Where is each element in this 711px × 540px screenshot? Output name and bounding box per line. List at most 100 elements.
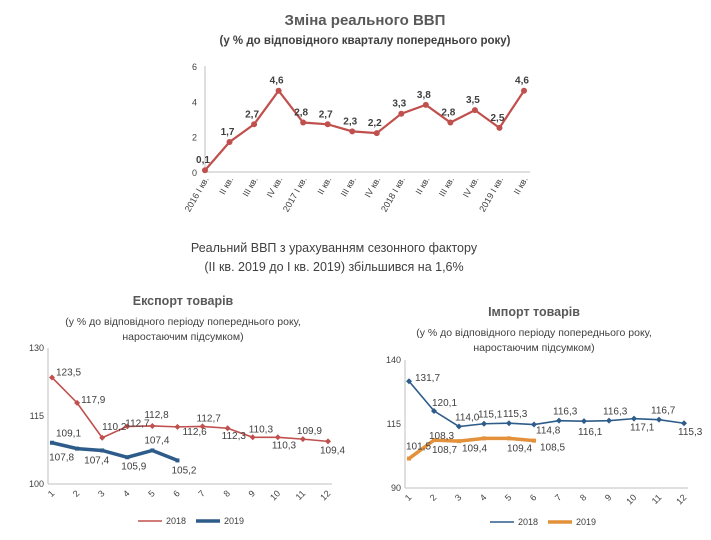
import-x-tick: 9 xyxy=(603,492,614,503)
gdp-title: Зміна реального ВВП xyxy=(285,12,446,29)
export-x-tick: 2 xyxy=(71,488,82,499)
import-data-label-2018: 116,3 xyxy=(603,407,628,418)
import-data-label-2019: 109,4 xyxy=(507,443,532,454)
import-x-tick: 4 xyxy=(478,492,489,503)
import-point-2018 xyxy=(481,420,487,427)
export-point-2018 xyxy=(99,434,106,441)
gdp-x-tick: II кв. xyxy=(315,175,333,196)
export-point-2018 xyxy=(149,422,156,429)
import-point-2018 xyxy=(431,407,437,414)
import-data-label-2019: 108,3 xyxy=(429,431,454,442)
export-point-2018 xyxy=(74,399,81,406)
import-series-line-2019 xyxy=(407,436,535,460)
export-point-2019 xyxy=(50,440,54,445)
import-subtitle-line2: наростаючим підсумком) xyxy=(473,342,594,354)
gdp-x-tick: IV кв. xyxy=(363,175,383,199)
import-series-line-2018 xyxy=(408,380,685,428)
import-data-label-2019: 108,5 xyxy=(540,443,565,454)
gdp-data-label: 2,8 xyxy=(294,108,308,119)
gdp-x-tick: 2018 I кв. xyxy=(379,175,407,214)
gdp-point xyxy=(300,119,307,126)
export-subtitle-line2: наростаючим підсумком) xyxy=(122,331,243,343)
export-x-tick: 8 xyxy=(221,488,232,499)
gdp-note-line2: (ІІ кв. 2019 до І кв. 2019) збільшився н… xyxy=(204,260,463,274)
export-point-2018 xyxy=(224,425,231,432)
export-point-2018 xyxy=(199,423,206,430)
gdp-point xyxy=(251,121,258,128)
export-x-tick: 10 xyxy=(268,488,282,502)
export-data-label-2019: 105,2 xyxy=(171,465,196,476)
export-data-label-2018: 112,7 xyxy=(197,413,222,424)
export-data-label-2018: 109,4 xyxy=(320,445,345,456)
export-y-tick: 130 xyxy=(29,343,44,353)
export-data-label-2018: 117,9 xyxy=(81,395,106,406)
import-data-label-2018: 115,1 xyxy=(478,410,503,421)
export-x-tick: 7 xyxy=(196,488,207,499)
export-data-label-2019: 105,9 xyxy=(121,461,146,472)
import-point-2018 xyxy=(506,420,512,427)
import-data-label-2018: 115,3 xyxy=(678,427,703,438)
import-data-label-2018: 117,1 xyxy=(630,423,655,434)
export-legend-label-2019: 2019 xyxy=(224,516,244,526)
gdp-data-label: 1,7 xyxy=(221,127,235,138)
gdp-data-label: 0,1 xyxy=(196,155,210,166)
gdp-x-tick: 2016 I кв. xyxy=(183,175,211,214)
import-point-2018 xyxy=(531,421,537,428)
import-data-label-2018: 131,7 xyxy=(415,373,440,384)
gdp-point xyxy=(324,121,331,128)
gdp-x-tick: 2019 I кв. xyxy=(477,175,505,214)
gdp-series-line xyxy=(204,88,525,171)
import-data-label-2018: 114,8 xyxy=(536,426,561,437)
export-data-label-2019: 107,4 xyxy=(144,435,169,446)
gdp-x-tick: IV кв. xyxy=(265,175,285,199)
gdp-subtitle: (у % до відповідного кварталу попередньо… xyxy=(220,35,511,47)
gdp-x-tick: IV кв. xyxy=(461,175,481,199)
export-y-tick: 115 xyxy=(30,411,44,421)
export-data-label-2018: 110,3 xyxy=(249,424,274,435)
export-x-tick: 1 xyxy=(46,488,57,499)
export-x-tick: 9 xyxy=(247,488,258,499)
gdp-data-label: 2,5 xyxy=(491,113,505,124)
export-point-2018 xyxy=(299,436,306,443)
gdp-data-label: 3,3 xyxy=(392,99,406,110)
import-legend-label-2019: 2019 xyxy=(576,517,596,527)
export-point-2018 xyxy=(325,438,331,445)
export-x-tick: 4 xyxy=(121,488,132,499)
gdp-point xyxy=(496,124,503,131)
export-data-label-2018: 123,5 xyxy=(56,367,81,378)
gdp-y-tick: 0 xyxy=(192,168,197,178)
import-x-tick: 10 xyxy=(624,492,638,506)
import-x-tick: 5 xyxy=(503,492,514,503)
export-data-label-2018: 110,3 xyxy=(272,440,297,451)
gdp-data-label: 2,3 xyxy=(343,116,357,127)
export-point-2018 xyxy=(49,374,55,381)
import-title: Імпорт товарів xyxy=(488,305,580,319)
import-data-label-2018: 115,3 xyxy=(503,409,528,420)
import-data-label-2018: 116,3 xyxy=(553,407,578,418)
export-x-tick: 5 xyxy=(146,488,157,499)
import-x-tick: 2 xyxy=(428,492,439,503)
gdp-point xyxy=(521,87,527,94)
export-point-2018 xyxy=(174,423,181,430)
import-x-tick: 1 xyxy=(403,492,414,503)
import-point-2018 xyxy=(656,416,662,423)
import-y-tick: 115 xyxy=(387,419,401,429)
export-x-tick: 6 xyxy=(171,488,182,499)
import-data-label-2018: 120,1 xyxy=(432,398,457,409)
export-data-label-2018: 112,8 xyxy=(144,410,169,421)
gdp-point xyxy=(471,107,478,114)
import-point-2019 xyxy=(507,436,511,441)
export-title: Експорт товарів xyxy=(133,294,234,308)
import-point-2018 xyxy=(631,415,637,422)
import-x-tick: 12 xyxy=(674,492,688,506)
gdp-data-label: 4,6 xyxy=(270,76,284,87)
import-x-tick: 8 xyxy=(578,492,589,503)
import-point-2019 xyxy=(432,438,436,443)
gdp-point xyxy=(447,119,454,126)
gdp-x-tick: II кв. xyxy=(217,175,235,196)
import-x-tick: 11 xyxy=(650,492,664,506)
import-point-2018 xyxy=(406,378,412,385)
export-legend-label-2018: 2018 xyxy=(166,516,186,526)
export-point-2019 xyxy=(125,455,130,460)
